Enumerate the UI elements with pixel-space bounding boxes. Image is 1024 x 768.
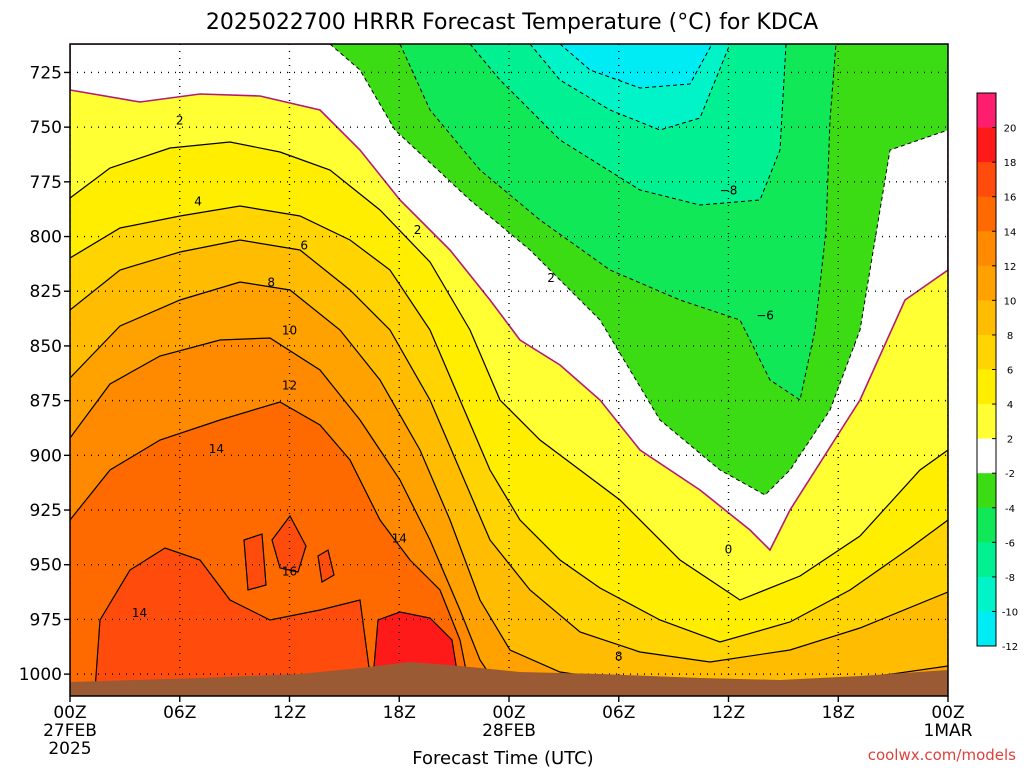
x-tick-sublabel: 1MAR [924, 721, 973, 741]
contour-labels: 2 4 6 8 10 12 14 14 16 14 8 2 2 0 −8 −6 [132, 114, 774, 664]
x-tick-label: 06Z [163, 703, 196, 723]
colorbar-label: -12 [1002, 642, 1018, 653]
colorbar-label: -8 [1005, 573, 1015, 584]
band-neg10-neg12 [559, 44, 713, 89]
colorbar-swatch [977, 369, 996, 405]
colorbar-swatch [977, 196, 996, 232]
contour-label: 2 [176, 114, 184, 128]
colorbar-label: -6 [1005, 538, 1015, 549]
x-tick-sublabel: 2025 [48, 739, 91, 759]
contour-label: 6 [300, 238, 308, 252]
y-tick-label: 725 [30, 63, 62, 83]
contour-label: 14 [392, 531, 407, 545]
colorbar-swatch [977, 542, 996, 578]
colorbar-swatch [977, 127, 996, 163]
x-tick-label: 00Z [492, 703, 525, 723]
y-tick-label: 850 [30, 337, 62, 357]
contour-label: 0 [725, 542, 733, 556]
contour-label: 8 [267, 275, 275, 289]
colorbar-swatch [977, 93, 996, 129]
band-16-18-core [243, 533, 267, 591]
colorbar-label: 20 [1004, 124, 1017, 135]
y-tick-label: 800 [30, 228, 62, 248]
colorbar-label: 2 [1007, 435, 1013, 446]
band-16-18-core-b [271, 514, 307, 573]
contour-label: 2 [547, 271, 555, 285]
plot-area: 2 4 6 8 10 12 14 14 16 14 8 2 2 0 −8 −6 [70, 44, 948, 696]
x-tick-label: 12Z [712, 703, 745, 723]
colorbar-label: 8 [1007, 331, 1013, 342]
y-tick-label: 1000 [19, 665, 62, 685]
colorbar-label: -10 [1002, 607, 1018, 618]
colorbar-label: 18 [1004, 158, 1017, 169]
colorbar-swatch [977, 162, 996, 198]
colorbar-label: 12 [1004, 262, 1017, 273]
band-16-18 [94, 547, 373, 691]
y-tick-label: 750 [30, 118, 62, 138]
colorbar-label: 4 [1007, 400, 1013, 411]
colorbar-swatch [977, 231, 996, 267]
contour-label: 4 [194, 195, 202, 209]
colorbar-swatch [977, 404, 996, 440]
colorbar: 20 18 16 14 12 10 8 6 4 2 -2 -4 -6 -8 -10 -12 [976, 92, 1018, 653]
contour-label: 14 [132, 606, 147, 620]
y-tick-label: 925 [30, 501, 62, 521]
contour-label: 14 [209, 442, 224, 456]
y-tick-label: 875 [30, 392, 62, 412]
y-tick-label: 825 [30, 282, 62, 302]
x-tick-label: 00Z [53, 703, 86, 723]
contour-label: −8 [720, 184, 738, 198]
colorbar-label: -2 [1005, 469, 1015, 480]
chart-title: 2025022700 HRRR Forecast Temperature (°C… [206, 10, 818, 35]
terrain [70, 662, 948, 696]
colorbar-swatch [977, 576, 996, 612]
x-tick-label: 18Z [822, 703, 855, 723]
colorbar-swatch [977, 507, 996, 543]
x-tick-label: 18Z [383, 703, 416, 723]
colorbar-label: 10 [1004, 296, 1017, 307]
contour-label: 10 [282, 324, 297, 338]
y-tick-label: 975 [30, 610, 62, 630]
colorbar-label: 14 [1004, 227, 1017, 238]
colorbar-label: 16 [1004, 193, 1017, 204]
x-tick-label: 12Z [273, 703, 306, 723]
contour-label: 2 [414, 223, 422, 237]
y-tick-label: 775 [30, 173, 62, 193]
colorbar-label: -4 [1005, 504, 1015, 515]
x-tick-label: 00Z [931, 703, 964, 723]
contour-label: 16 [282, 564, 297, 578]
x-tick-sublabel: 28FEB [482, 721, 536, 741]
colorbar-swatch [977, 334, 996, 370]
colorbar-swatch [977, 438, 996, 474]
colorbar-swatch [977, 300, 996, 336]
contour-label: −6 [756, 308, 774, 322]
x-tick-sublabel: 27FEB [43, 721, 97, 741]
contour-label: 8 [615, 650, 623, 664]
y-tick-label: 900 [30, 446, 62, 466]
band-16-18-core-c [317, 549, 335, 583]
y-tick-label: 950 [30, 556, 62, 576]
credit-text: coolwx.com/models [868, 746, 1016, 764]
x-tick-label: 06Z [602, 703, 635, 723]
contour-label: 12 [282, 378, 297, 392]
x-axis-title: Forecast Time (UTC) [412, 748, 593, 768]
colorbar-swatch [977, 265, 996, 301]
y-axis: 725 750 775 800 825 850 875 900 925 950 975 1000 [19, 63, 70, 685]
colorbar-label: 6 [1007, 366, 1013, 377]
colorbar-swatch [977, 473, 996, 509]
colorbar-swatch [977, 611, 996, 647]
